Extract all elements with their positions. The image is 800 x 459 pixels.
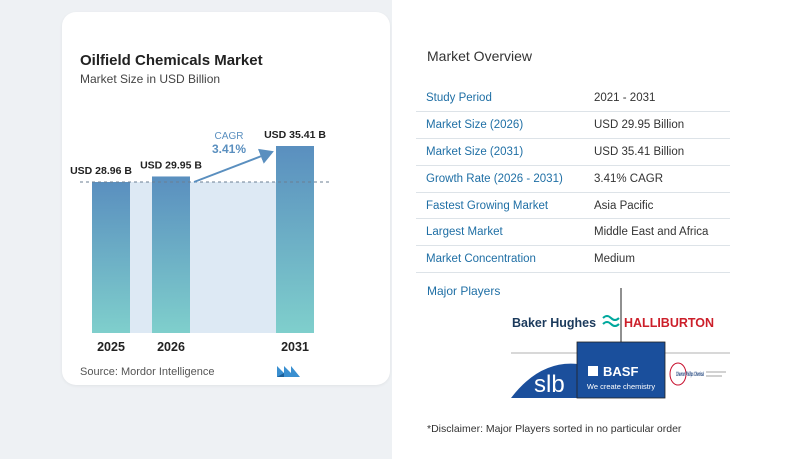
mordor-intelligence-logo-icon [277, 366, 300, 377]
x-tick-label: 2026 [157, 340, 185, 354]
cagr-arrow [193, 148, 274, 183]
bar-value-label: USD 35.41 B [264, 129, 326, 141]
overview-row-value: 3.41% CAGR [584, 165, 730, 193]
overview-row: Fastest Growing Market Asia Pacific [416, 192, 730, 220]
overview-row-value: USD 29.95 Billion [584, 111, 730, 140]
bar-2031 [276, 146, 314, 333]
bar-value-label: USD 29.95 B [140, 159, 202, 171]
overview-row-label: Market Size (2031) [416, 138, 584, 166]
overview-row: Market Size (2031) USD 35.41 Billion [416, 138, 730, 166]
cagr-value: 3.41% [212, 142, 246, 156]
overview-row-value: Asia Pacific [584, 192, 730, 220]
x-tick-label: 2031 [281, 340, 309, 354]
overview-row-label: Market Concentration [416, 245, 584, 274]
overview-row-label: Fastest Growing Market [416, 192, 584, 220]
bar-2026 [152, 176, 190, 333]
overview-row-label: Largest Market [416, 218, 584, 247]
overview-row: Market Size (2026) USD 29.95 Billion [416, 111, 730, 140]
overview-row-value: USD 35.41 Billion [584, 138, 730, 166]
chart-subtitle: Market Size in USD Billion [80, 72, 221, 86]
x-tick-label: 2025 [97, 340, 125, 354]
source-text: Source: Mordor Intelligence [80, 366, 215, 378]
bar-2025 [92, 182, 130, 333]
growth-band [190, 182, 276, 333]
overview-row-value: Medium [584, 245, 730, 274]
major-players-title: Major Players [427, 284, 501, 298]
growth-band [130, 182, 152, 333]
overview-row: Market Concentration Medium [416, 245, 730, 274]
disclaimer-text: *Disclaimer: Major Players sorted in no … [427, 423, 682, 435]
overview-row: Largest Market Middle East and Africa [416, 218, 730, 247]
overview-title: Market Overview [427, 48, 533, 64]
market-size-chart: USD 28.96 B 2025 USD 29.95 B 2026 USD 35.41 … [70, 129, 330, 354]
overview-table: Study Period 2021 - 2031 Market Size (2026… [416, 85, 730, 274]
chart-title: Oilfield Chemicals Market [80, 52, 263, 69]
overview-row-value: Middle East and Africa [584, 218, 730, 247]
cagr-label: CAGR [215, 131, 244, 142]
overview-row-label: Market Size (2026) [416, 111, 584, 140]
overview-row-label: Growth Rate (2026 - 2031) [416, 165, 584, 193]
overview-row: Study Period 2021 - 2031 [416, 85, 730, 113]
overview-row: Growth Rate (2026 - 2031) 3.41% CAGR [416, 165, 730, 193]
overview-row-value: 2021 - 2031 [584, 85, 730, 113]
bar-value-label: USD 28.96 B [70, 165, 132, 177]
overview-row-label: Study Period [416, 85, 584, 113]
